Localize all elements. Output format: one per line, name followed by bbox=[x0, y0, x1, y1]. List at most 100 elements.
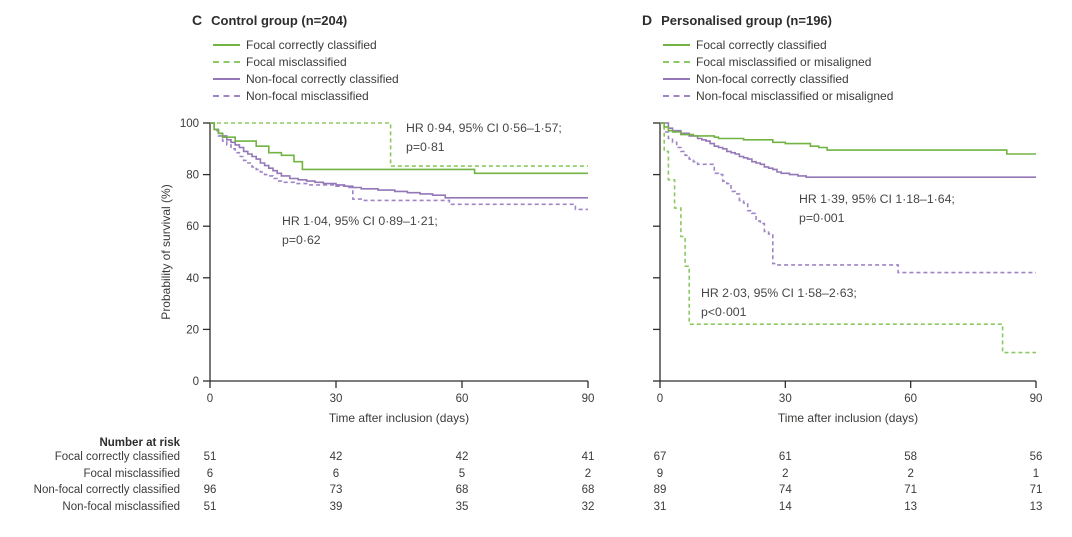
risk-count: 73 bbox=[329, 484, 343, 496]
x-tick-label: 0 bbox=[207, 393, 213, 405]
risk-count: 13 bbox=[904, 501, 918, 513]
dashed-green-line-swatch bbox=[663, 60, 690, 63]
risk-count: 67 bbox=[653, 451, 667, 463]
hr-annotation-line1: HR 1·39, 95% CI 1·18–1·64; bbox=[799, 192, 955, 206]
panel-c-header: C Control group (n=204) bbox=[192, 12, 347, 28]
legend-item: Non-focal misclassified bbox=[213, 87, 399, 104]
x-tick-label: 60 bbox=[904, 393, 917, 405]
hr-annotation-line1: HR 2·03, 95% CI 1·58–2·63; bbox=[701, 286, 857, 300]
km-curve-personalised-non-focal-misclassified-or-misaligned bbox=[660, 122, 1036, 274]
legend-label: Focal misclassified bbox=[246, 54, 347, 69]
km-curve-control-focal-misclassified bbox=[210, 122, 588, 167]
risk-count: 1 bbox=[1032, 468, 1040, 480]
risk-count: 42 bbox=[329, 451, 343, 463]
risk-count: 35 bbox=[455, 501, 469, 513]
risk-count: 2 bbox=[907, 468, 914, 480]
legend-label: Focal misclassified or misaligned bbox=[696, 54, 872, 69]
hr-annotation-personalised-focal: HR 2·03, 95% CI 1·58–2·63; p<0·001 bbox=[701, 284, 857, 322]
risk-count: 31 bbox=[653, 501, 667, 513]
panel-d-header: D Personalised group (n=196) bbox=[642, 12, 832, 28]
panel-d-title: Personalised group (n=196) bbox=[661, 13, 832, 28]
legend-item: Focal misclassified bbox=[213, 53, 399, 70]
hr-annotation-line2: p=0·001 bbox=[799, 211, 845, 225]
risk-row-label: Non-focal correctly classified bbox=[33, 484, 180, 496]
y-tick-label: 100 bbox=[180, 118, 199, 130]
legend-item: Focal correctly classified bbox=[663, 36, 893, 53]
risk-count: 61 bbox=[778, 451, 792, 463]
risk-count: 6 bbox=[332, 468, 340, 480]
dashed-purple-line-swatch bbox=[213, 94, 240, 97]
risk-row-label: Focal misclassified bbox=[83, 468, 181, 480]
hr-annotation-line2: p=0·62 bbox=[282, 233, 321, 247]
y-tick-label: 0 bbox=[193, 376, 199, 388]
risk-count: 58 bbox=[904, 451, 918, 463]
y-axis-title: Probability of survival (%) bbox=[159, 184, 173, 320]
risk-count: 51 bbox=[203, 451, 217, 463]
risk-count: 5 bbox=[458, 468, 466, 480]
legend-label: Focal correctly classified bbox=[696, 37, 827, 52]
legend-label: Non-focal misclassified or misaligned bbox=[696, 88, 894, 103]
x-tick-label: 0 bbox=[657, 393, 663, 405]
risk-count: 32 bbox=[581, 501, 595, 513]
hr-annotation-line2: p<0·001 bbox=[701, 305, 747, 319]
legend-label: Focal correctly classified bbox=[246, 37, 377, 52]
risk-row-label: Non-focal misclassified bbox=[62, 501, 180, 513]
hr-annotation-control-focal: HR 0·94, 95% CI 0·56–1·57; p=0·81 bbox=[406, 119, 562, 157]
legend-item: Focal correctly classified bbox=[213, 36, 399, 53]
risk-count: 51 bbox=[203, 501, 217, 513]
km-curve-control-non-focal-misclassified bbox=[210, 122, 588, 211]
hr-annotation-line2: p=0·81 bbox=[406, 140, 445, 154]
km-curve-personalised-focal-correctly-classified bbox=[660, 122, 1036, 155]
y-tick-label: 60 bbox=[186, 221, 199, 233]
panel-d-legend: Focal correctly classified Focal misclas… bbox=[663, 36, 893, 104]
risk-count: 2 bbox=[584, 468, 592, 480]
risk-count: 68 bbox=[581, 484, 595, 496]
legend-label: Non-focal correctly classified bbox=[246, 71, 399, 86]
km-curve-control-focal-correctly-classified bbox=[210, 122, 588, 175]
legend-item: Non-focal correctly classified bbox=[213, 70, 399, 87]
legend-label: Non-focal correctly classified bbox=[696, 71, 849, 86]
x-tick-label: 30 bbox=[330, 393, 343, 405]
solid-purple-line-swatch bbox=[663, 77, 690, 80]
solid-green-line-swatch bbox=[213, 43, 240, 46]
risk-count: 6 bbox=[206, 468, 214, 480]
risk-count: 42 bbox=[455, 451, 469, 463]
risk-count: 41 bbox=[581, 451, 595, 463]
risk-count: 89 bbox=[653, 484, 667, 496]
x-tick-label: 90 bbox=[582, 393, 595, 405]
x-axis-title-personalised: Time after inclusion (days) bbox=[777, 411, 919, 425]
panel-d-plot: 0 30 60 90 bbox=[653, 122, 1043, 405]
risk-count: 71 bbox=[904, 484, 918, 496]
legend-item: Non-focal correctly classified bbox=[663, 70, 893, 87]
dashed-purple-line-swatch bbox=[663, 94, 690, 97]
risk-count: 2 bbox=[782, 468, 789, 480]
risk-count: 71 bbox=[1029, 484, 1043, 496]
y-tick-label: 40 bbox=[186, 273, 199, 285]
panel-c-title: Control group (n=204) bbox=[211, 13, 348, 28]
legend-item: Non-focal misclassified or misaligned bbox=[663, 87, 893, 104]
y-tick-label: 20 bbox=[186, 324, 199, 336]
dashed-green-line-swatch bbox=[213, 60, 240, 63]
risk-count: 56 bbox=[1029, 451, 1043, 463]
panel-c-plot: 0 20 40 60 80 100 0 30 60 90 bbox=[180, 118, 595, 405]
risk-count: 9 bbox=[656, 468, 664, 480]
panel-c-legend: Focal correctly classified Focal misclas… bbox=[213, 36, 399, 104]
panel-c-letter: C bbox=[192, 12, 203, 28]
legend-label: Non-focal misclassified bbox=[246, 88, 369, 103]
risk-count: 13 bbox=[1029, 501, 1043, 513]
risk-row-label: Focal correctly classified bbox=[54, 451, 180, 463]
hr-annotation-line1: HR 1·04, 95% CI 0·89–1·21; bbox=[282, 214, 438, 228]
risk-count: 96 bbox=[203, 484, 217, 496]
panel-d-letter: D bbox=[642, 12, 653, 28]
x-tick-label: 90 bbox=[1030, 393, 1043, 405]
legend-item: Focal misclassified or misaligned bbox=[663, 53, 893, 70]
hr-annotation-line1: HR 0·94, 95% CI 0·56–1·57; bbox=[406, 121, 562, 135]
km-curve-personalised-focal-misclassified-or-misaligned bbox=[660, 122, 1036, 354]
x-tick-label: 60 bbox=[456, 393, 469, 405]
solid-green-line-swatch bbox=[663, 43, 690, 46]
km-curve-control-non-focal-correctly-classified bbox=[210, 122, 588, 199]
hr-annotation-control-nonfocal: HR 1·04, 95% CI 0·89–1·21; p=0·62 bbox=[282, 212, 438, 250]
number-at-risk-header: Number at risk bbox=[99, 437, 180, 449]
